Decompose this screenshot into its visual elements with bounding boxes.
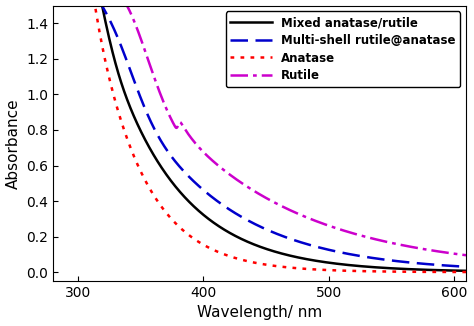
- Line: Rutile: Rutile: [53, 0, 466, 255]
- Rutile: [217, 165, 223, 169]
- Multi-shell rutile@anatase: [373, 257, 378, 260]
- Anatase: [217, 251, 223, 255]
- Line: Anatase: Anatase: [53, 0, 466, 272]
- Anatase: [92, 5, 98, 9]
- Mixed anatase/rutile: [380, 266, 386, 270]
- Anatase: [232, 256, 238, 260]
- Rutile: [380, 239, 386, 243]
- Mixed anatase/rutile: [334, 262, 340, 266]
- X-axis label: Wavelength/ nm: Wavelength/ nm: [197, 305, 322, 320]
- Multi-shell rutile@anatase: [464, 265, 469, 269]
- Anatase: [380, 270, 386, 274]
- Multi-shell rutile@anatase: [232, 211, 238, 215]
- Y-axis label: Absorbance: Absorbance: [6, 98, 20, 189]
- Multi-shell rutile@anatase: [380, 258, 386, 261]
- Mixed anatase/rutile: [217, 225, 223, 229]
- Line: Mixed anatase/rutile: Mixed anatase/rutile: [53, 0, 466, 271]
- Multi-shell rutile@anatase: [217, 201, 223, 205]
- Legend: Mixed anatase/rutile, Multi-shell rutile@anatase, Anatase, Rutile: Mixed anatase/rutile, Multi-shell rutile…: [226, 11, 460, 87]
- Line: Multi-shell rutile@anatase: Multi-shell rutile@anatase: [53, 0, 466, 267]
- Rutile: [464, 253, 469, 257]
- Rutile: [232, 176, 238, 180]
- Rutile: [334, 227, 340, 230]
- Anatase: [334, 269, 340, 273]
- Mixed anatase/rutile: [464, 269, 469, 273]
- Multi-shell rutile@anatase: [334, 250, 340, 254]
- Mixed anatase/rutile: [373, 265, 378, 269]
- Anatase: [464, 270, 469, 274]
- Anatase: [373, 269, 378, 273]
- Mixed anatase/rutile: [232, 234, 238, 238]
- Rutile: [373, 237, 378, 241]
